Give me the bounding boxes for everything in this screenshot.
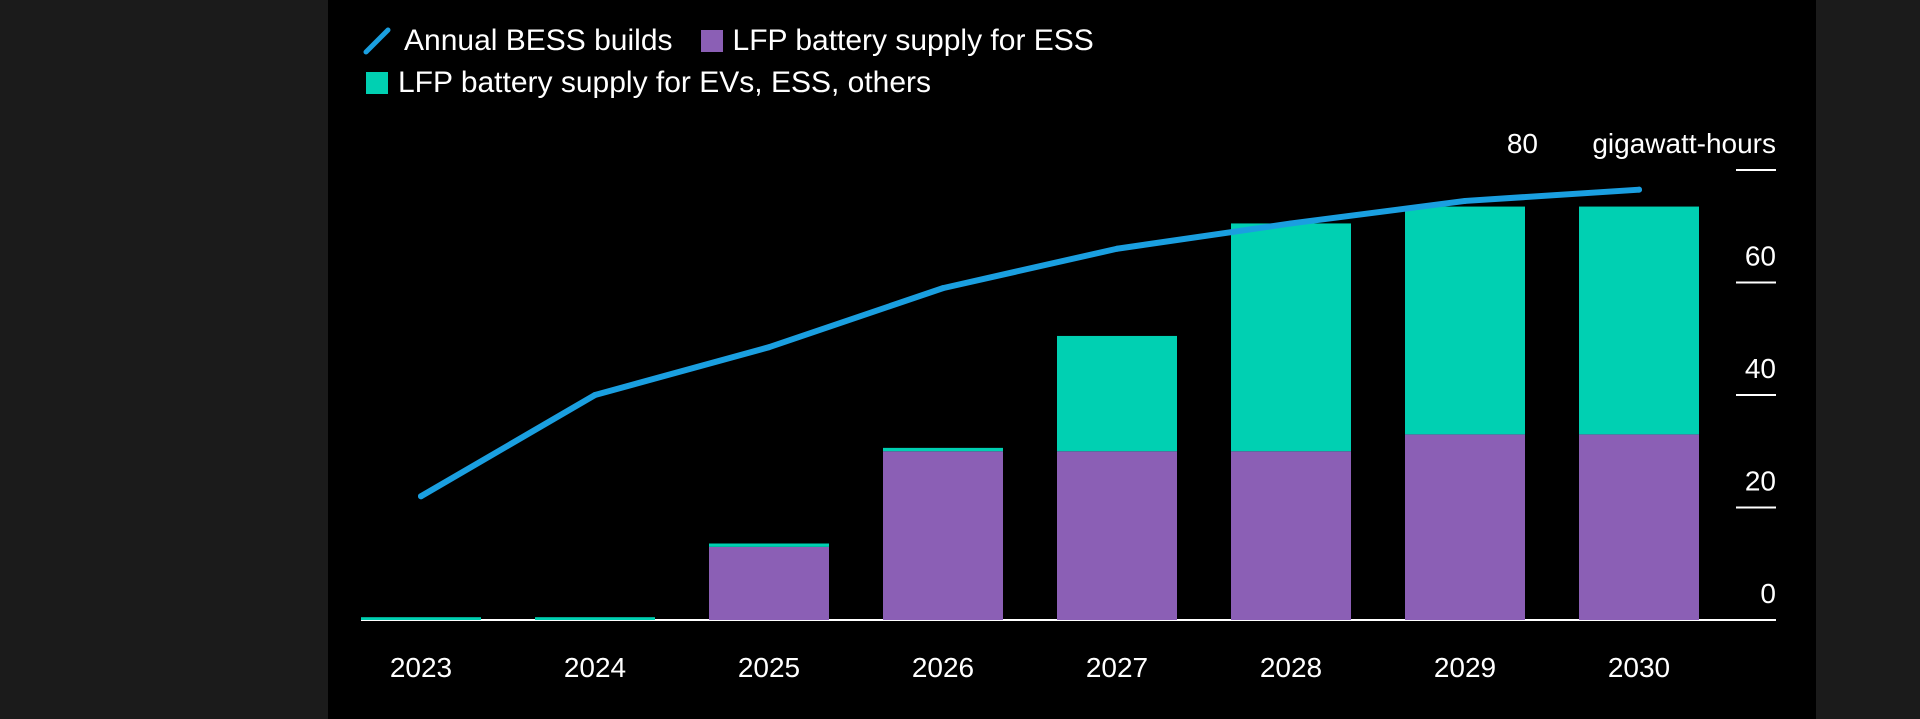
legend-label-ess: LFP battery supply for ESS: [732, 24, 1094, 57]
chart-panel: Annual BESS builds LFP battery supply fo…: [328, 0, 1816, 719]
bar-evs-ess-others-2023: [361, 617, 481, 620]
y-tick-label: 20: [1745, 466, 1776, 497]
line-point-2030: [1636, 186, 1642, 193]
teal-swatch-icon: [366, 72, 388, 94]
legend-item-bess: Annual BESS builds: [362, 24, 673, 58]
line-point-2026: [940, 285, 946, 292]
bar-evs-ess-others-2024: [535, 617, 655, 620]
legend-item-ess: LFP battery supply for ESS: [700, 24, 1094, 58]
y-tick-label: 60: [1745, 241, 1776, 272]
x-tick-label: 2026: [912, 652, 974, 683]
bar-evs-ess-others-2025: [709, 543, 829, 547]
x-tick-label: 2025: [738, 652, 800, 683]
line-point-2024: [592, 392, 598, 398]
y-axis-unit-label: gigawatt-hours: [1592, 128, 1776, 159]
bar-evs-ess-others-2026: [883, 447, 1003, 452]
bar-evs-ess-others-2030: [1579, 206, 1699, 435]
bar-ess-2030: [1579, 434, 1699, 620]
bar-evs-ess-others-2028: [1231, 223, 1351, 452]
x-tick-label: 2029: [1434, 652, 1496, 683]
bar-ess-2026: [883, 451, 1003, 620]
chart-plot: 0 20 40 60 80 gigawatt-hours 2023 2024 2025 2026…: [361, 128, 1776, 683]
x-tick-label: 2027: [1086, 652, 1148, 683]
y-tick-label: 80: [1507, 128, 1538, 159]
line-point-2023: [418, 493, 424, 500]
line-point-2029: [1462, 197, 1468, 204]
bar-ess-2029: [1405, 434, 1525, 620]
legend-label-bess: Annual BESS builds: [404, 24, 673, 57]
y-tick-label: 0: [1760, 578, 1776, 609]
bar-ess-2028: [1231, 451, 1351, 620]
legend-item-evs: LFP battery supply for EVs, ESS, others: [366, 66, 931, 100]
legend-row-1: Annual BESS builds LFP battery supply fo…: [362, 24, 1122, 58]
legend-label-evs: LFP battery supply for EVs, ESS, others: [398, 66, 932, 99]
line-point-2028: [1288, 220, 1294, 227]
line-annual-bess-builds: [418, 186, 1642, 500]
bar-evs-ess-others-2029: [1405, 206, 1525, 435]
line-swatch-icon: [363, 27, 391, 55]
x-tick-label: 2023: [390, 652, 452, 683]
x-tick-label: 2024: [564, 652, 626, 683]
x-tick-label: 2028: [1260, 652, 1322, 683]
bar-ess-2025: [709, 546, 829, 620]
y-tick-label: 40: [1745, 353, 1776, 384]
line-point-2025: [766, 344, 772, 351]
bar-evs-ess-others-2027: [1057, 335, 1177, 452]
purple-swatch-icon: [700, 30, 723, 52]
line-point-2027: [1114, 245, 1120, 252]
bar-ess-2027: [1057, 451, 1177, 620]
x-tick-label: 2030: [1608, 652, 1670, 683]
legend-row-2: LFP battery supply for EVs, ESS, others: [366, 66, 959, 100]
